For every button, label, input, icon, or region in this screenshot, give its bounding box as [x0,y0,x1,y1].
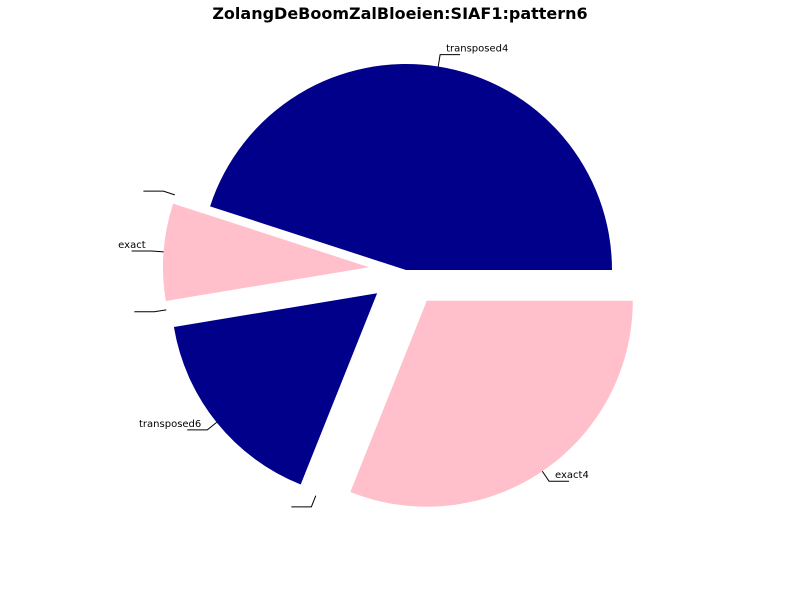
slice-label-transposed6: transposed6 [139,419,201,430]
slice-label-exact: exact [118,240,146,251]
pie-slices [163,63,633,507]
leader-line-slice-1 [143,190,175,196]
leader-line-transposed4 [437,54,461,67]
slice-label-exact4: exact4 [555,470,589,481]
pie-labels: transposed4 exact transposed6 exact4 [118,44,589,508]
leader-line-slice-3 [134,309,167,313]
leader-line-transposed6 [187,422,217,431]
pie-slice-exact4 [350,300,633,507]
pie-slice-transposed4 [210,63,613,271]
leader-line-slice-5 [291,495,317,508]
pie-slice-transposed6 [173,293,378,485]
leader-line-exact [131,250,164,253]
pie-slice-exact [163,203,370,301]
chart-title: ZolangDeBoomZalBloeien:SIAF1:pattern6 [212,4,587,23]
leader-line-exact4 [541,470,570,482]
slice-label-transposed4: transposed4 [446,44,508,55]
